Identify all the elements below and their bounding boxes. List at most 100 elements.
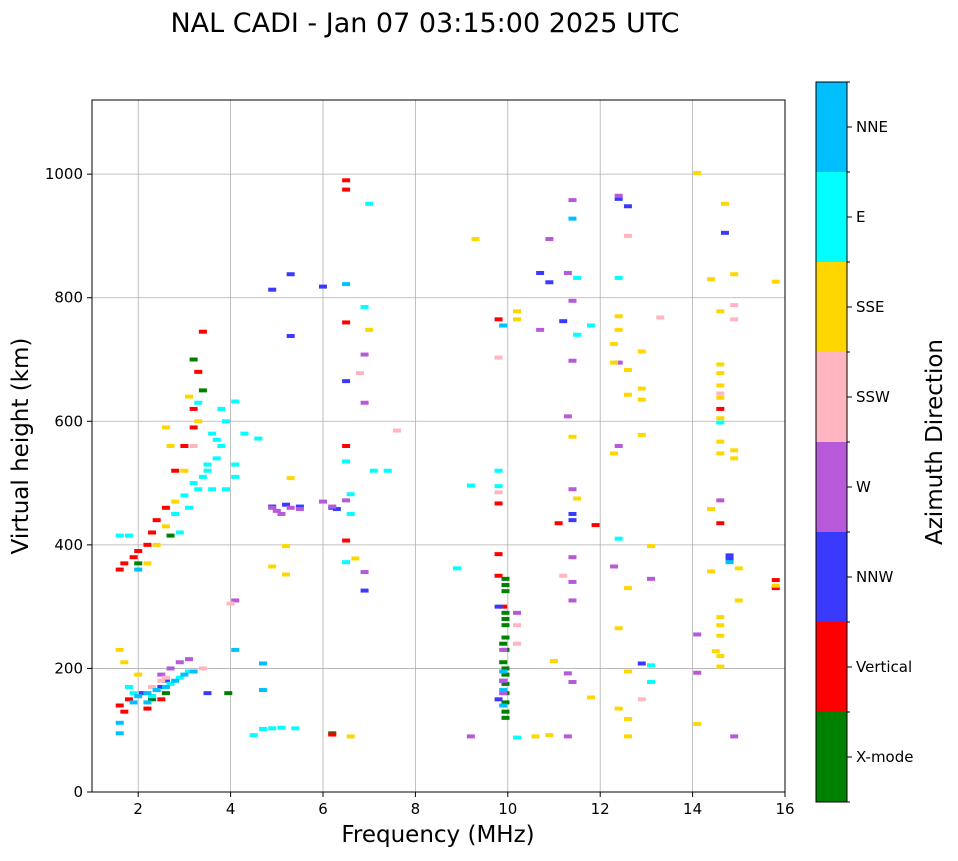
- point-vertical: [120, 561, 129, 566]
- point-nne: [134, 567, 143, 572]
- y-tick-label: 800: [54, 289, 83, 307]
- point-sse: [286, 476, 295, 481]
- point-e: [254, 436, 263, 441]
- point-nnw: [319, 284, 327, 289]
- point-sse: [720, 201, 729, 206]
- point-x-mode: [148, 697, 157, 702]
- point-w: [360, 352, 369, 357]
- point-sse: [586, 695, 595, 700]
- point-sse: [734, 566, 743, 571]
- point-e: [249, 733, 258, 738]
- point-vertical: [494, 317, 503, 322]
- point-nnw: [157, 684, 166, 689]
- colorbar-label-e: E: [856, 208, 865, 226]
- point-e: [647, 663, 656, 668]
- point-e: [342, 459, 351, 464]
- point-sse: [120, 660, 129, 665]
- point-sse: [513, 317, 522, 322]
- colorbar-label-nnw: NNW: [856, 568, 893, 586]
- point-vertical: [494, 552, 503, 557]
- point-vertical: [342, 444, 351, 448]
- point-nne: [342, 282, 351, 287]
- point-sse: [471, 237, 480, 242]
- point-nne: [180, 672, 189, 677]
- point-e: [268, 726, 277, 731]
- point-sse: [716, 633, 725, 638]
- point-e: [175, 530, 184, 535]
- point-sse: [623, 586, 632, 591]
- point-sse: [623, 669, 632, 674]
- point-ssw: [392, 428, 401, 433]
- x-tick-label: 6: [318, 800, 328, 818]
- point-vertical: [771, 586, 780, 591]
- point-w: [693, 670, 702, 675]
- point-x-mode: [198, 388, 207, 393]
- point-e: [494, 468, 503, 473]
- point-e: [194, 487, 203, 492]
- point-w: [563, 671, 572, 676]
- point-ssw: [637, 697, 646, 702]
- colorbar-label: Azimuth Direction: [922, 339, 948, 545]
- point-e: [586, 323, 595, 328]
- point-nne: [231, 647, 240, 652]
- y-tick-label: 600: [54, 412, 83, 430]
- point-e: [647, 680, 656, 685]
- point-sse: [610, 342, 619, 347]
- point-ssw: [355, 371, 364, 376]
- point-w: [614, 193, 623, 198]
- point-nnw: [494, 697, 503, 702]
- point-vertical: [120, 709, 129, 714]
- point-nnw: [637, 661, 646, 666]
- point-ssw: [656, 315, 665, 320]
- point-vertical: [134, 549, 143, 554]
- point-w: [536, 327, 545, 332]
- point-w: [295, 507, 304, 512]
- point-nnw: [623, 204, 632, 209]
- point-sse: [716, 451, 725, 456]
- point-nnw: [332, 507, 341, 512]
- point-x-mode: [224, 691, 233, 696]
- grid-lines: [92, 100, 786, 793]
- point-e: [716, 420, 725, 425]
- point-nne: [143, 691, 152, 696]
- point-ssw: [148, 684, 157, 689]
- point-vertical: [143, 542, 152, 547]
- point-nne: [499, 703, 508, 708]
- point-w: [272, 508, 281, 513]
- point-nnw: [559, 319, 568, 324]
- point-ssw: [157, 678, 166, 683]
- point-sse: [180, 468, 189, 473]
- point-vertical: [129, 555, 138, 560]
- point-w: [568, 680, 577, 685]
- point-sse: [623, 368, 632, 373]
- point-ssw: [189, 444, 198, 448]
- point-w: [499, 691, 508, 696]
- point-sse: [623, 392, 632, 397]
- point-nne: [258, 688, 267, 693]
- point-w: [268, 505, 277, 510]
- x-tick-label: 16: [775, 800, 794, 818]
- point-e: [185, 669, 194, 674]
- point-e: [369, 468, 378, 473]
- x-tick-label: 10: [498, 800, 517, 818]
- point-e: [342, 560, 351, 565]
- point-e: [466, 483, 475, 488]
- point-nne: [725, 560, 734, 565]
- point-e: [383, 468, 392, 473]
- point-sse: [550, 659, 558, 664]
- point-x-mode: [501, 681, 510, 686]
- point-vertical: [499, 604, 508, 609]
- point-ssw: [623, 233, 632, 238]
- point-sse: [730, 456, 739, 461]
- point-sse: [531, 734, 540, 739]
- point-e: [614, 536, 623, 541]
- point-sse: [351, 556, 360, 561]
- x-tick-label: 8: [411, 800, 421, 818]
- point-w: [568, 579, 577, 584]
- point-e: [212, 437, 221, 442]
- point-nnw: [161, 678, 170, 683]
- point-sse: [771, 583, 780, 588]
- point-nnw: [720, 230, 729, 235]
- point-e: [115, 533, 124, 538]
- point-w: [568, 487, 577, 492]
